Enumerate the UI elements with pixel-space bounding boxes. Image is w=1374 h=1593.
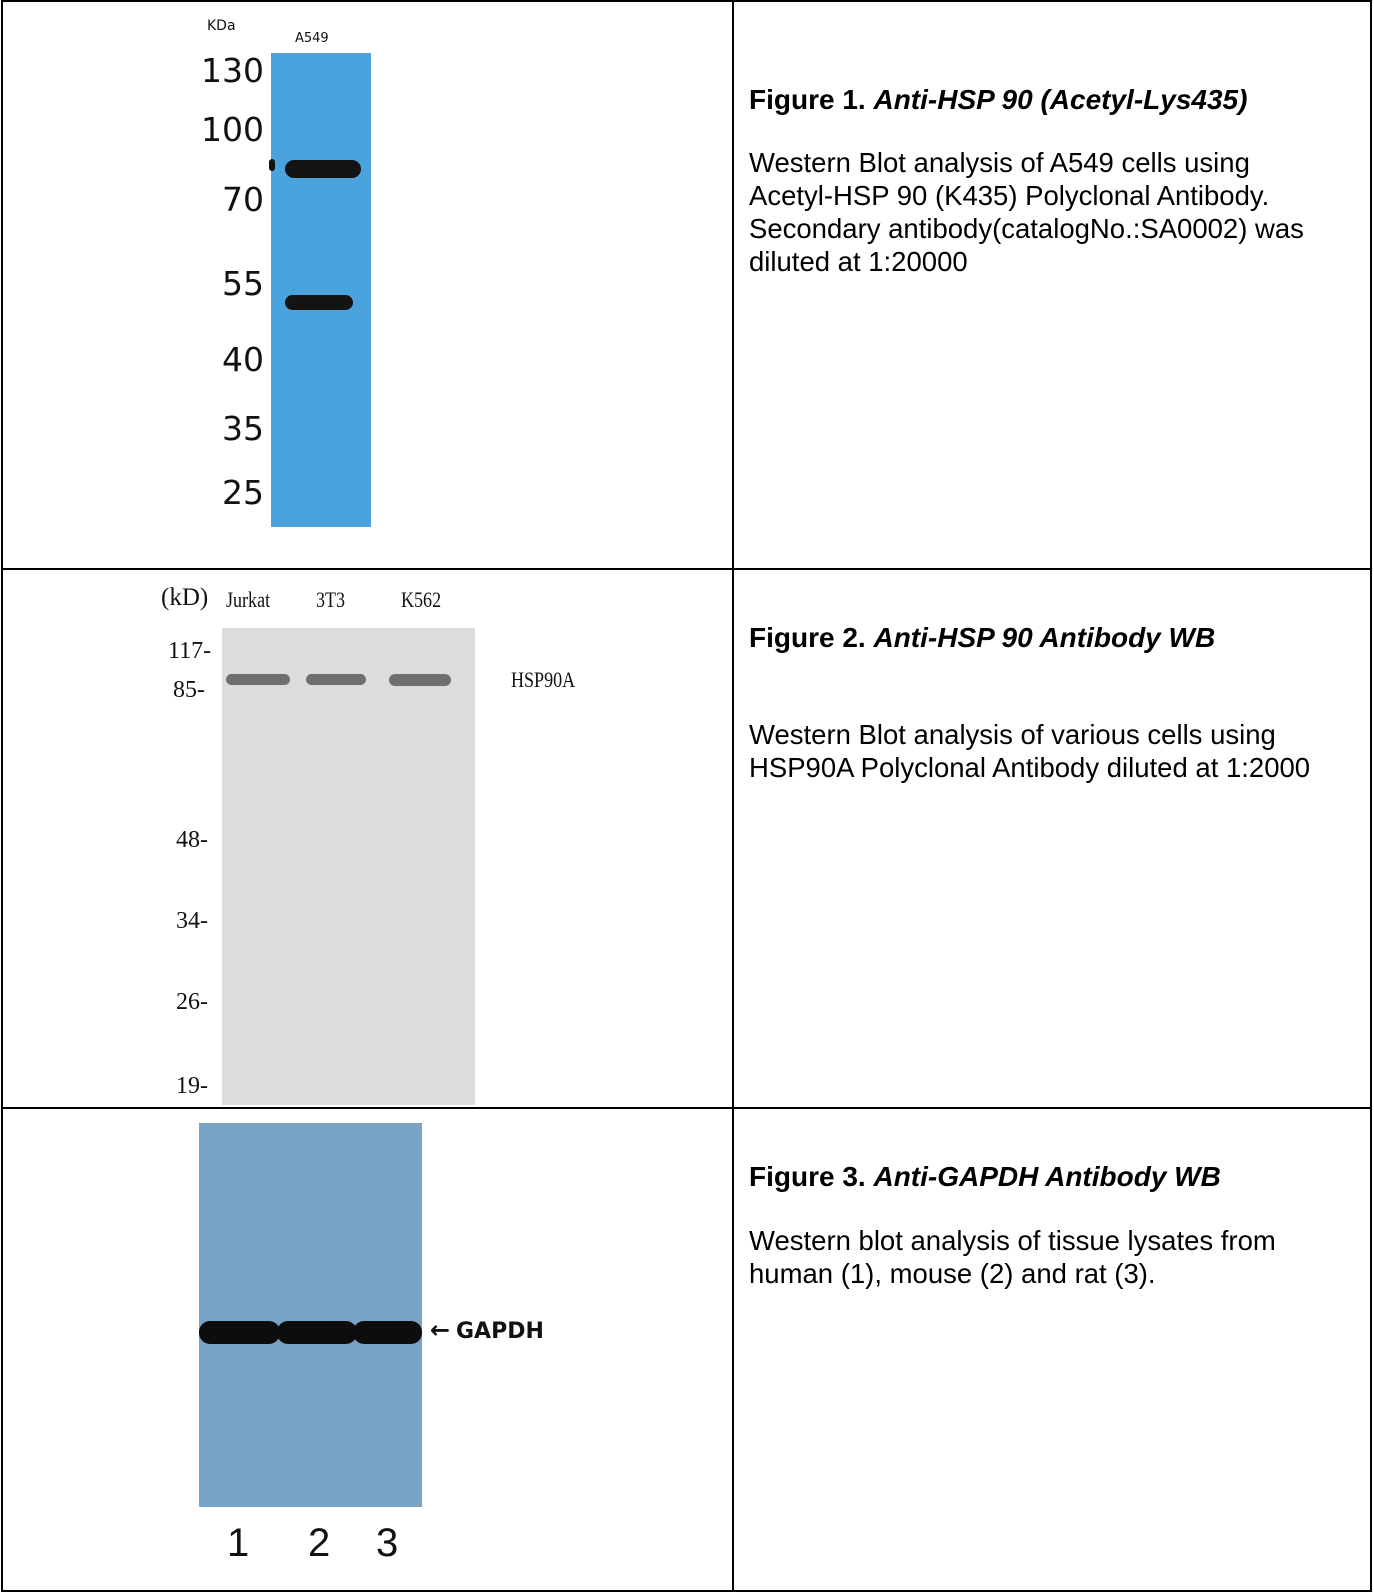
lane-number-3: 3 [376, 1521, 399, 1565]
marker-34: 34- [176, 908, 208, 934]
figure-1-title: Figure 1. Anti-HSP 90 (Acetyl-Lys435) [749, 83, 1349, 117]
marker-117: 117- [168, 638, 212, 664]
marker-70: 70 [222, 180, 264, 219]
kd-unit-label: (kD) [161, 584, 209, 611]
figure-2-caption: Figure 2. Anti-HSP 90 Antibody WB Wester… [749, 621, 1349, 784]
marker-130: 130 [201, 51, 264, 90]
blot-membrane [199, 1123, 422, 1507]
figure-1-caption: Figure 1. Anti-HSP 90 (Acetyl-Lys435) We… [749, 83, 1349, 278]
marker-100: 100 [201, 110, 264, 149]
gapdh-band-label: GAPDH [456, 1319, 544, 1344]
gapdh-arrow-icon: ← [430, 1316, 451, 1344]
marker-85: 85- [173, 677, 205, 703]
figure-2-title: Figure 2. Anti-HSP 90 Antibody WB [749, 621, 1349, 655]
blot-band-upper [285, 160, 361, 178]
table-border-left [1, 0, 3, 1592]
marker-35: 35 [222, 409, 264, 448]
lane-label-a549: A549 [295, 31, 329, 46]
table-column-divider [732, 0, 734, 1592]
table-border-right [1370, 0, 1372, 1592]
figure-2-title-antibody: Anti-HSP 90 Antibody WB [873, 622, 1216, 653]
figure-3-caption: Figure 3. Anti-GAPDH Antibody WB Western… [749, 1160, 1349, 1290]
figure-1-blot: KDa A549 130 100 70 55 40 35 25 [1, 0, 732, 568]
figure-3-title-prefix: Figure 3. [749, 1161, 866, 1192]
figure-2-blot: (kD) Jurkat 3T3 K562 117- 85- 48- 34- 26… [1, 570, 732, 1107]
figure-3-title: Figure 3. Anti-GAPDH Antibody WB [749, 1160, 1349, 1194]
table-row-divider-2 [1, 1107, 1372, 1109]
lane-number-2: 2 [308, 1521, 331, 1565]
figure-1-title-prefix: Figure 1. [749, 84, 866, 115]
blot-membrane [271, 53, 371, 527]
marker-48: 48- [176, 827, 208, 853]
figure-3-description: Western blot analysis of tissue lysates … [749, 1225, 1276, 1289]
blot-band-lane-3 [353, 1321, 422, 1344]
table-row-divider-1 [1, 568, 1372, 570]
lane-label-3t3: 3T3 [316, 587, 346, 612]
figure-1-title-antibody: Anti-HSP 90 (Acetyl-Lys435) [873, 84, 1248, 115]
blot-band-lane-1 [199, 1321, 280, 1344]
figure-3-title-antibody: Anti-GAPDH Antibody WB [873, 1161, 1221, 1192]
kda-unit-label: KDa [207, 18, 236, 34]
blot-band-lower [285, 295, 353, 310]
hsp90a-band-label: HSP90A [511, 667, 576, 692]
figure-2-title-prefix: Figure 2. [749, 622, 866, 653]
figure-3-blot: ← GAPDH 1 2 3 [1, 1109, 732, 1590]
figure-1-description: Western Blot analysis of A549 cells usin… [749, 147, 1304, 277]
marker-19: 19- [176, 1073, 208, 1099]
marker-26: 26- [176, 989, 208, 1015]
blot-band-upper-edge [269, 159, 275, 171]
blot-membrane [222, 628, 475, 1105]
figure-2-description: Western Blot analysis of various cells u… [749, 719, 1311, 783]
marker-55: 55 [222, 264, 264, 303]
blot-band-jurkat [226, 674, 290, 685]
table-border-bottom [1, 1590, 1372, 1592]
blot-band-lane-2 [277, 1321, 357, 1344]
lane-label-jurkat: Jurkat [226, 587, 271, 612]
marker-25: 25 [222, 473, 264, 512]
lane-number-1: 1 [227, 1521, 250, 1565]
table-border-top [1, 0, 1372, 2]
marker-40: 40 [222, 340, 264, 379]
blot-band-3t3 [306, 674, 366, 685]
blot-band-k562 [389, 674, 451, 686]
lane-label-k562: K562 [401, 587, 442, 612]
